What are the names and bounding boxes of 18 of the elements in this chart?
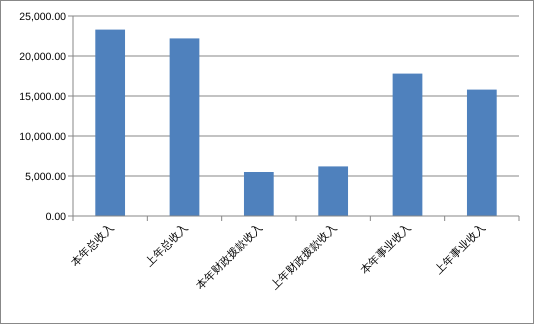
x-tick-label: 本年总收入 — [68, 220, 116, 270]
bar — [95, 30, 126, 216]
y-tick-label: 5,000.00 — [25, 171, 66, 183]
x-tick-label: 上年财政拨款收入 — [268, 220, 340, 292]
bar — [466, 90, 497, 216]
y-tick-label: 0.00 — [46, 211, 66, 223]
y-tick-label: 20,000.00 — [19, 51, 66, 63]
bar — [170, 38, 200, 216]
bar — [392, 74, 422, 216]
x-tick-label: 本年财政拨款收入 — [194, 220, 265, 292]
x-tick-label: 本年事业收入 — [358, 220, 414, 277]
x-tick-label: 上年事业收入 — [432, 220, 488, 277]
y-tick-label: 10,000.00 — [19, 131, 66, 143]
y-tick-label: 25,000.00 — [19, 11, 66, 23]
y-tick-label: 15,000.00 — [19, 91, 66, 103]
x-tick-label: 上年总收入 — [142, 220, 191, 270]
bar — [318, 166, 348, 216]
bar — [244, 172, 274, 216]
